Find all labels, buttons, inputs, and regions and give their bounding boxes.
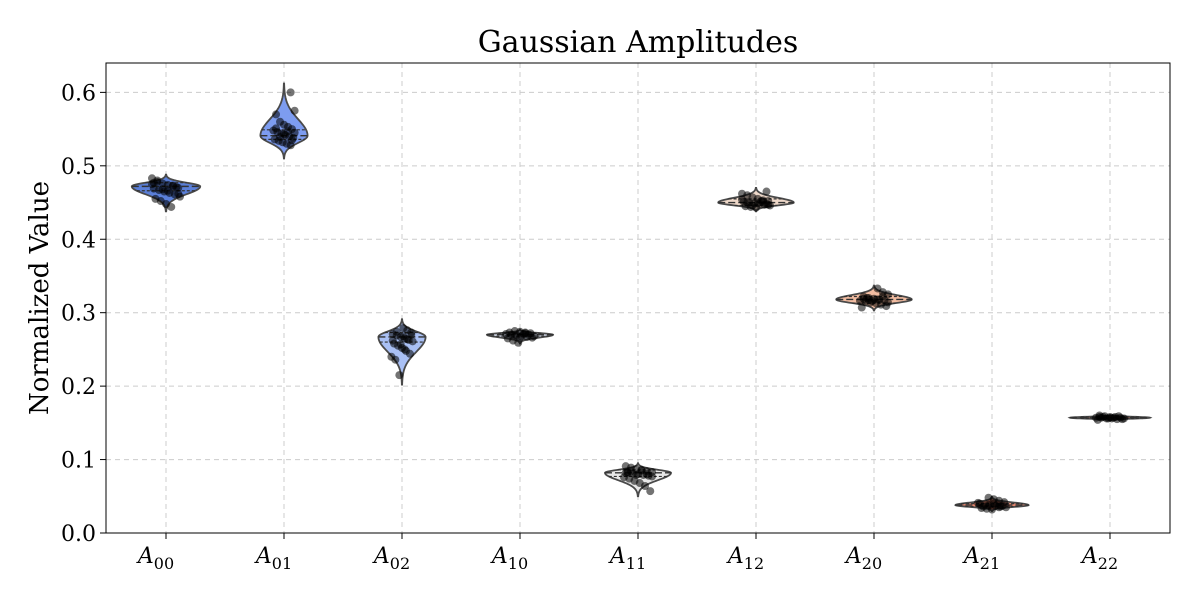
x-tick-label-subscript: 11 bbox=[626, 554, 646, 573]
x-tick-label: A12 bbox=[726, 544, 764, 573]
y-tick-label: 0.0 bbox=[61, 522, 96, 547]
y-axis-label: Normalized Value bbox=[25, 181, 55, 415]
data-point bbox=[163, 186, 172, 195]
data-point bbox=[388, 336, 397, 345]
x-axis-ticks: A00 A01 A02 A10 A11 A12 A20 A21 A22 bbox=[136, 533, 1118, 573]
data-point bbox=[169, 181, 177, 190]
x-tick-label: A10 bbox=[490, 544, 528, 573]
data-point bbox=[995, 503, 1003, 512]
data-point bbox=[174, 189, 183, 198]
x-tick-label: A02 bbox=[372, 544, 410, 573]
x-tick-label: A00 bbox=[136, 544, 174, 573]
data-point bbox=[623, 468, 632, 477]
x-tick-label-subscript: 01 bbox=[272, 554, 292, 573]
data-point bbox=[878, 292, 887, 301]
x-tick-label: A01 bbox=[254, 544, 292, 573]
x-tick-label-subscript: 22 bbox=[1098, 554, 1118, 573]
x-tick-label: A11 bbox=[608, 544, 646, 573]
data-point bbox=[516, 333, 524, 342]
data-point bbox=[1120, 414, 1128, 423]
violins bbox=[130, 82, 1153, 512]
x-tick-label-subscript: 21 bbox=[980, 554, 1000, 573]
x-tick-label: A22 bbox=[1080, 544, 1118, 573]
data-point bbox=[167, 202, 176, 211]
x-tick-label: A21 bbox=[962, 544, 1000, 573]
x-tick-label: A20 bbox=[844, 544, 882, 573]
x-tick-label-base: A bbox=[962, 544, 980, 569]
data-point bbox=[648, 472, 656, 481]
data-point bbox=[149, 178, 158, 187]
data-point bbox=[290, 106, 299, 115]
data-point bbox=[641, 482, 649, 490]
y-tick-label: 0.3 bbox=[61, 302, 96, 327]
y-tick-label: 0.1 bbox=[61, 449, 96, 474]
data-points bbox=[148, 88, 1128, 514]
x-tick-label-base: A bbox=[608, 544, 626, 569]
x-tick-label-subscript: 12 bbox=[744, 554, 764, 573]
data-point bbox=[632, 470, 641, 479]
data-point bbox=[286, 88, 295, 97]
x-tick-label-base: A bbox=[136, 544, 154, 569]
data-point bbox=[764, 200, 773, 209]
data-point bbox=[530, 332, 538, 341]
grid-lines bbox=[106, 63, 1170, 534]
x-tick-label-subscript: 02 bbox=[390, 554, 410, 573]
x-tick-label-base: A bbox=[844, 544, 862, 569]
data-point bbox=[283, 127, 292, 136]
data-point bbox=[884, 298, 892, 307]
data-point bbox=[1095, 412, 1104, 421]
x-tick-label-base: A bbox=[372, 544, 390, 569]
y-tick-label: 0.6 bbox=[61, 81, 96, 106]
y-tick-label: 0.2 bbox=[61, 375, 96, 400]
x-tick-label-base: A bbox=[490, 544, 508, 569]
data-point bbox=[272, 110, 281, 119]
data-point bbox=[391, 355, 400, 364]
data-point bbox=[405, 349, 414, 358]
y-tick-label: 0.4 bbox=[61, 228, 96, 253]
x-tick-label-base: A bbox=[1080, 544, 1098, 569]
data-point bbox=[762, 187, 771, 196]
data-point bbox=[521, 329, 530, 338]
x-tick-label-subscript: 20 bbox=[862, 554, 882, 573]
data-point bbox=[272, 124, 281, 133]
data-point bbox=[400, 345, 409, 354]
data-point bbox=[290, 128, 299, 137]
data-point bbox=[287, 136, 296, 145]
data-point bbox=[637, 465, 646, 474]
data-point bbox=[392, 327, 401, 336]
x-tick-label-subscript: 10 bbox=[508, 554, 528, 573]
x-tick-label-base: A bbox=[726, 544, 744, 569]
x-tick-label-base: A bbox=[254, 544, 272, 569]
data-point bbox=[857, 303, 866, 312]
y-tick-label: 0.5 bbox=[61, 155, 96, 180]
data-point bbox=[395, 371, 404, 380]
chart-title: Gaussian Amplitudes bbox=[478, 25, 799, 60]
x-tick-label-subscript: 00 bbox=[154, 554, 174, 573]
data-point bbox=[646, 487, 655, 496]
data-point bbox=[407, 330, 416, 339]
y-axis-ticks: 0.0 0.1 0.2 0.3 0.4 0.5 0.6 bbox=[61, 81, 106, 547]
data-point bbox=[864, 296, 873, 305]
